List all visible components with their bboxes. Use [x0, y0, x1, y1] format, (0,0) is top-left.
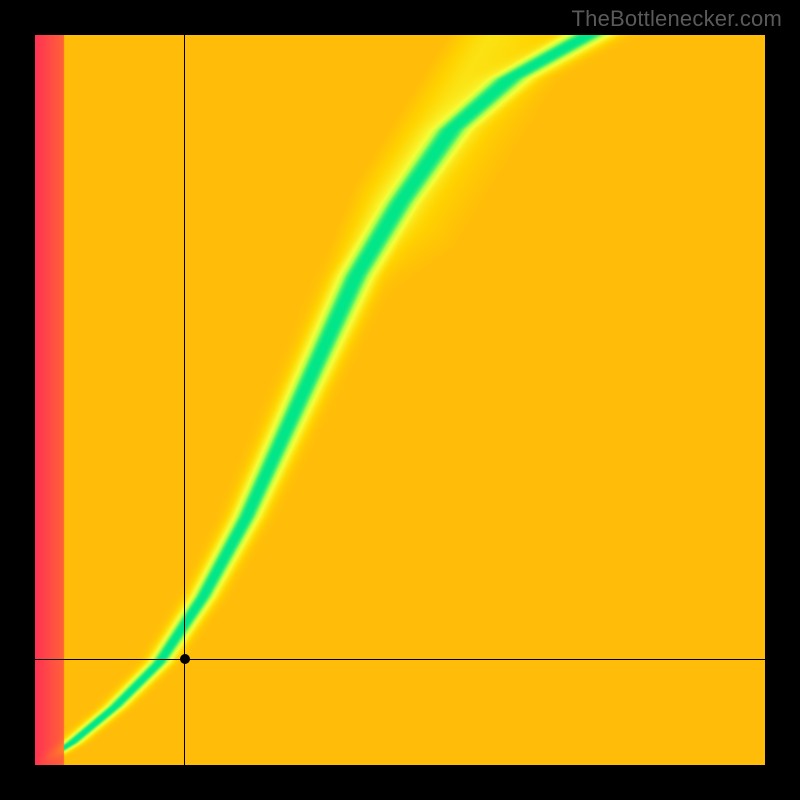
chart-container: TheBottlenecker.com: [0, 0, 800, 800]
heatmap-canvas: [35, 35, 765, 765]
watermark-text: TheBottlenecker.com: [572, 6, 782, 32]
plot-area: [35, 35, 765, 765]
